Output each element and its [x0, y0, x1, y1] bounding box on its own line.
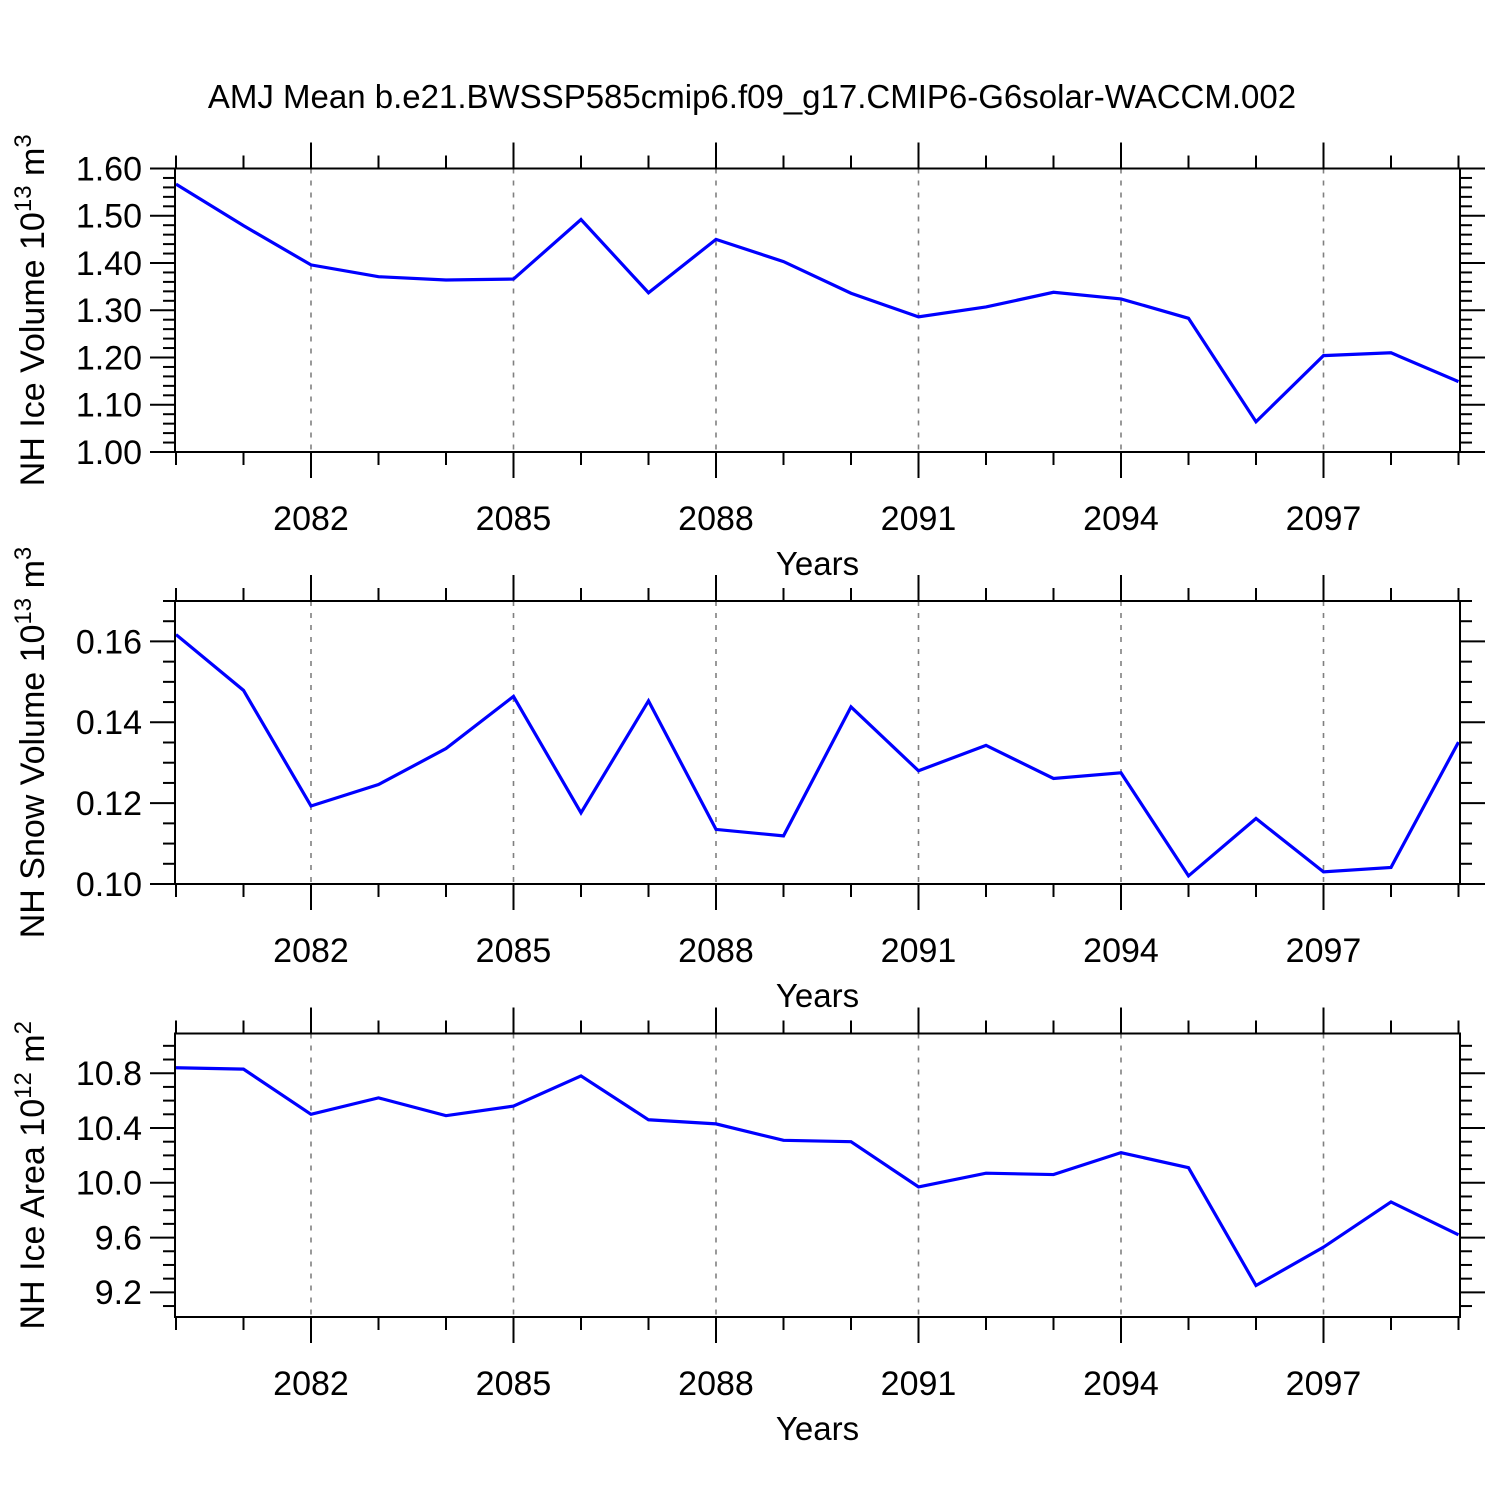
x-tick-label: 2085 [476, 932, 552, 970]
x-tick-label: 2088 [678, 500, 754, 538]
figure-title: AMJ Mean b.e21.BWSSP585cmip6.f09_g17.CMI… [208, 78, 1296, 115]
y-tick-label: 1.20 [76, 339, 142, 377]
panels-group: 2082 2085 2088 2091 2094 2097 1.00 1.10 1.20 1.30… [10, 134, 1485, 1447]
y-tick-label: 0.16 [76, 623, 142, 661]
y-axis-title: NH Ice Volume 1013 m3 [10, 134, 52, 486]
nh-ice-volume-series-line [175, 182, 1460, 425]
x-tick-label: 2082 [273, 1365, 349, 1403]
x-tick-label: 2088 [678, 1365, 754, 1403]
y-tick-label: 9.6 [95, 1219, 142, 1257]
y-tick-label: 10.8 [76, 1055, 142, 1093]
x-tick-label: 2082 [273, 932, 349, 970]
x-tick-label: 2082 [273, 500, 349, 538]
y-tick-label: 1.10 [76, 387, 142, 425]
panel-nh-ice-volume: 2082 2085 2088 2091 2094 2097 1.00 1.10 1.20 1.30… [10, 134, 1485, 582]
panel-nh-ice-area: 2082 2085 2088 2091 2094 2097 9.2 9.6 10.0 10.4 10… [10, 1007, 1485, 1447]
y-tick-label: 9.2 [95, 1274, 142, 1312]
y-tick-label: 1.50 [76, 198, 142, 236]
y-axis-title: NH Snow Volume 1013 m3 [10, 547, 52, 939]
plot-frame [174, 600, 1461, 885]
x-tick-label: 2097 [1286, 932, 1362, 970]
y-tick-label: 10.0 [76, 1165, 142, 1203]
y-tick-label: 0.12 [76, 785, 142, 823]
x-tick-label: 2097 [1286, 500, 1362, 538]
x-tick-label: 2094 [1083, 1365, 1159, 1403]
x-tick-label: 2091 [881, 932, 957, 970]
x-axis-title: Years [776, 977, 859, 1014]
y-tick-label: 1.00 [76, 434, 142, 472]
y-tick-label: 0.10 [76, 866, 142, 904]
plot-frame [174, 1032, 1461, 1318]
x-tick-label: 2097 [1286, 1365, 1362, 1403]
y-tick-label: 1.60 [76, 150, 142, 188]
x-axis-title: Years [776, 545, 859, 582]
x-axis-title: Years [776, 1410, 859, 1447]
y-tick-label: 1.40 [76, 245, 142, 283]
y-tick-label: 1.30 [76, 292, 142, 330]
x-tick-label: 2091 [881, 1365, 957, 1403]
y-tick-label: 0.14 [76, 704, 142, 742]
nh-ice-area-series-line [175, 1066, 1460, 1288]
x-tick-label: 2094 [1083, 500, 1159, 538]
y-axis-title: NH Ice Area 1012 m2 [10, 1021, 52, 1329]
x-tick-label: 2094 [1083, 932, 1159, 970]
panel-nh-snow-volume: 2082 2085 2088 2091 2094 2097 0.10 0.12 0.14 0.16… [10, 547, 1485, 1014]
x-tick-label: 2088 [678, 932, 754, 970]
x-tick-label: 2085 [476, 500, 552, 538]
x-tick-label: 2091 [881, 500, 957, 538]
y-tick-label: 10.4 [76, 1110, 142, 1148]
x-tick-label: 2085 [476, 1365, 552, 1403]
nh-snow-volume-series-line [174, 633, 1460, 879]
